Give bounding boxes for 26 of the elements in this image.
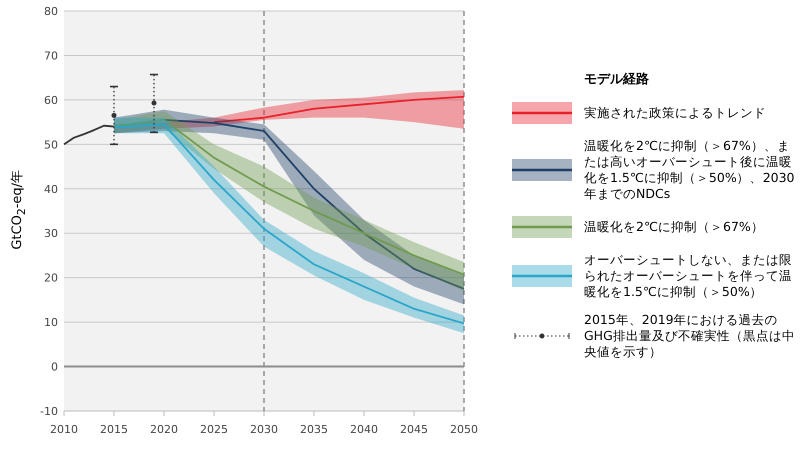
line-series	[213, 96, 465, 124]
y-tick-label: 20	[44, 272, 58, 285]
y-tick-label: -10	[40, 405, 58, 418]
x-tick-label: 2040	[350, 423, 378, 436]
y-tick-label: 80	[44, 5, 58, 18]
x-tick-label: 2050	[450, 423, 478, 436]
x-tick-label: 2025	[200, 423, 228, 436]
x-tick-label: 2035	[300, 423, 328, 436]
x-tick-label: 2010	[50, 423, 78, 436]
legend-label: 温暖化を2℃に抑制（＞67%）、または高いオーバーシュート後に温暖化を1.5℃に抑制（＞50%）、2030年までのNDCs	[584, 138, 796, 202]
legend-label: 温暖化を2℃に抑制（＞67%）	[584, 219, 765, 235]
legend-title: モデル経路	[584, 72, 650, 88]
y-tick-label: 50	[44, 138, 58, 152]
x-tick-label: 2015	[100, 423, 128, 436]
x-tick-label: 2030	[250, 423, 278, 436]
legend-label: オーバーシュートしない、または限られたオーバーシュートを伴って温暖化を1.5℃に抑制（＞50%）	[584, 252, 793, 300]
x-tick-label: 2020	[150, 423, 178, 436]
y-tick-label: 40	[44, 182, 58, 196]
y-tick-label: 0	[51, 360, 58, 374]
legend-label: 2015年、2019年における過去のGHG排出量及び不確実性（黒点は中央値を示す）	[584, 312, 796, 360]
legend-label: 実施された政策によるトレンド	[584, 105, 767, 121]
y-tick-label: 70	[44, 49, 58, 62]
y-tick-label: 30	[44, 227, 58, 240]
x-tick-label: 2045	[400, 423, 428, 436]
y-tick-label: 10	[44, 316, 58, 330]
y-tick-label: 60	[44, 94, 58, 107]
